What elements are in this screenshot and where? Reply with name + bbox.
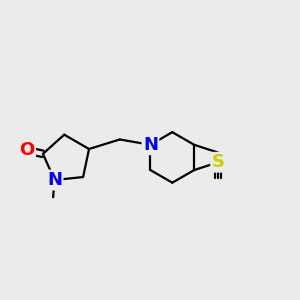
Text: N: N — [47, 171, 62, 189]
Text: O: O — [19, 142, 34, 160]
Text: N: N — [143, 136, 158, 154]
Text: methyl: methyl — [51, 204, 56, 205]
Text: S: S — [212, 153, 225, 171]
